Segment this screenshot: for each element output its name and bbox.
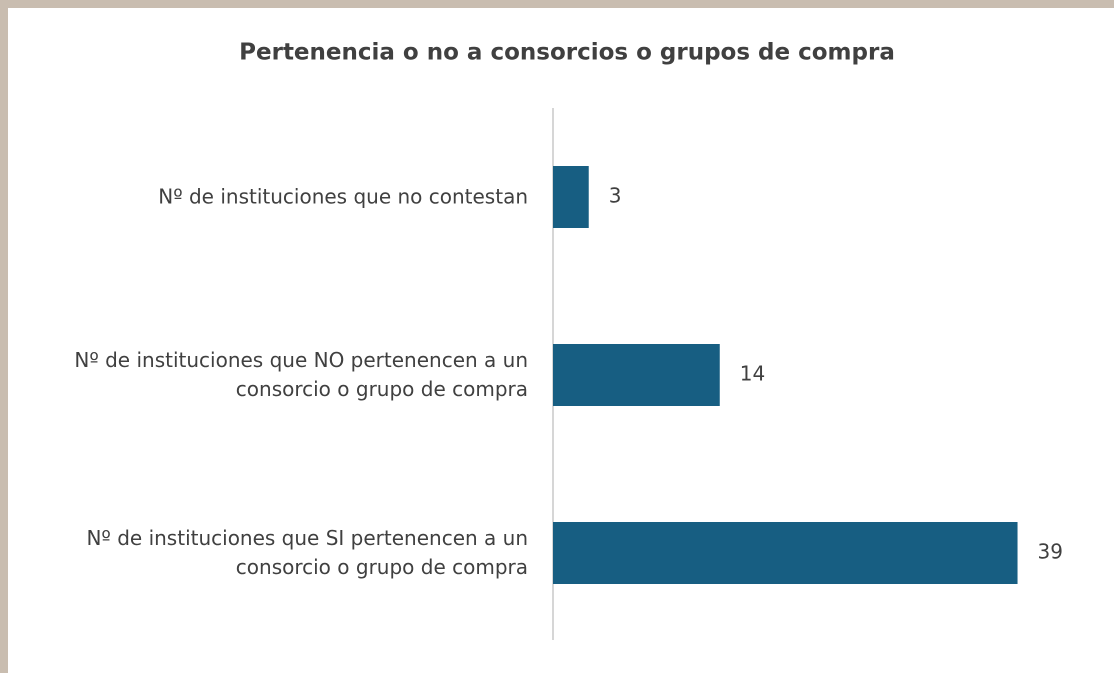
y-tick-label: Nº de instituciones que SI pertenencen a… xyxy=(86,526,528,579)
bar xyxy=(553,344,720,406)
data-label: 3 xyxy=(609,184,622,208)
data-label: 39 xyxy=(1038,540,1063,564)
y-tick-label: Nº de instituciones que NO pertenencen a… xyxy=(74,348,528,401)
y-tick-label: Nº de instituciones que no contestan xyxy=(158,184,528,209)
bar xyxy=(553,522,1018,584)
chart-title: Pertenencia o no a consorcios o grupos d… xyxy=(239,40,895,66)
bar xyxy=(553,166,589,228)
data-label: 14 xyxy=(740,362,765,386)
